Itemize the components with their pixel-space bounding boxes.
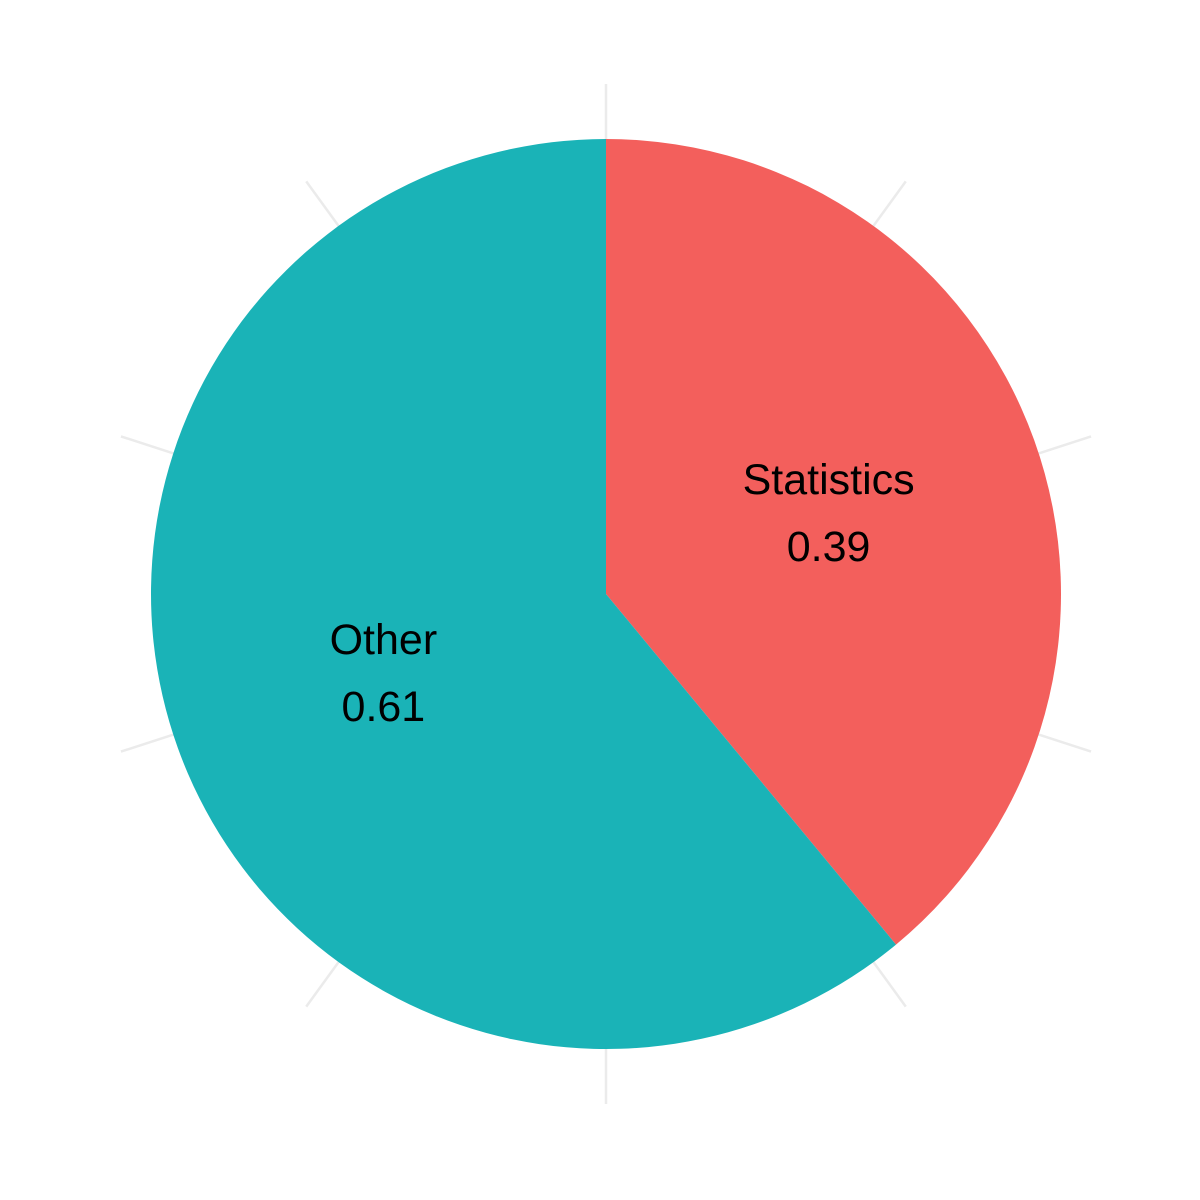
pie-slice-other: [150, 139, 897, 1049]
slice-value-label: 0.39: [787, 523, 871, 571]
pie-slice-statistics: [606, 139, 1062, 945]
slice-value-label: 0.61: [342, 683, 426, 731]
slice-name-label: Statistics: [743, 456, 915, 504]
slice-name-label: Other: [330, 616, 438, 664]
slice-labels: Statistics 0.39 Other 0.61: [330, 456, 915, 731]
pie-slices: [150, 139, 1062, 1049]
